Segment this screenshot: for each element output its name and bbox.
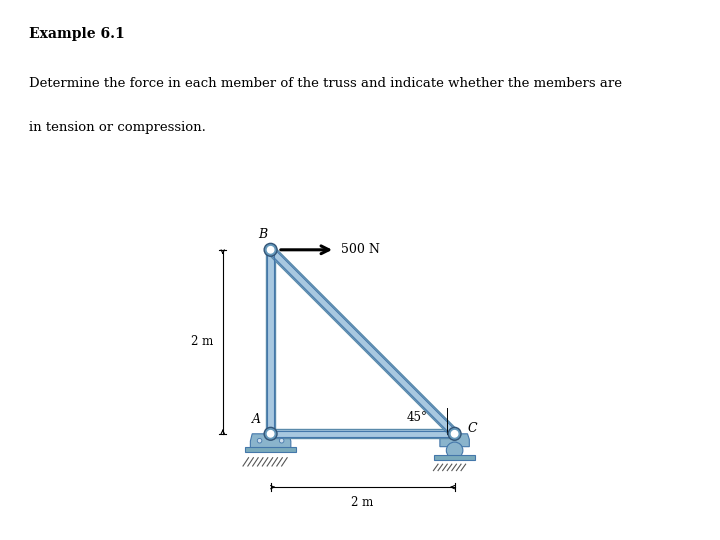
Text: 45°: 45° — [407, 411, 428, 424]
Circle shape — [264, 427, 277, 440]
Text: A: A — [253, 414, 261, 427]
Text: Determine the force in each member of the truss and indicate whether the members: Determine the force in each member of th… — [29, 77, 622, 90]
Circle shape — [267, 247, 274, 253]
Circle shape — [448, 427, 461, 440]
Polygon shape — [251, 434, 291, 448]
Text: 2 m: 2 m — [192, 335, 214, 348]
Circle shape — [267, 430, 274, 437]
Polygon shape — [267, 247, 458, 437]
Text: Example 6.1: Example 6.1 — [29, 27, 125, 41]
Circle shape — [264, 244, 277, 256]
Text: in tension or compression.: in tension or compression. — [29, 122, 206, 134]
Polygon shape — [440, 434, 469, 447]
Circle shape — [279, 438, 284, 443]
Text: C: C — [467, 422, 477, 435]
Bar — [245, 447, 297, 452]
Circle shape — [451, 430, 458, 437]
Text: B: B — [258, 227, 268, 241]
Polygon shape — [266, 250, 275, 434]
Polygon shape — [271, 429, 454, 438]
Bar — [434, 455, 475, 460]
Circle shape — [257, 438, 262, 443]
Text: 500 N: 500 N — [341, 244, 379, 256]
Circle shape — [446, 442, 463, 458]
Text: 2 m: 2 m — [351, 496, 374, 509]
